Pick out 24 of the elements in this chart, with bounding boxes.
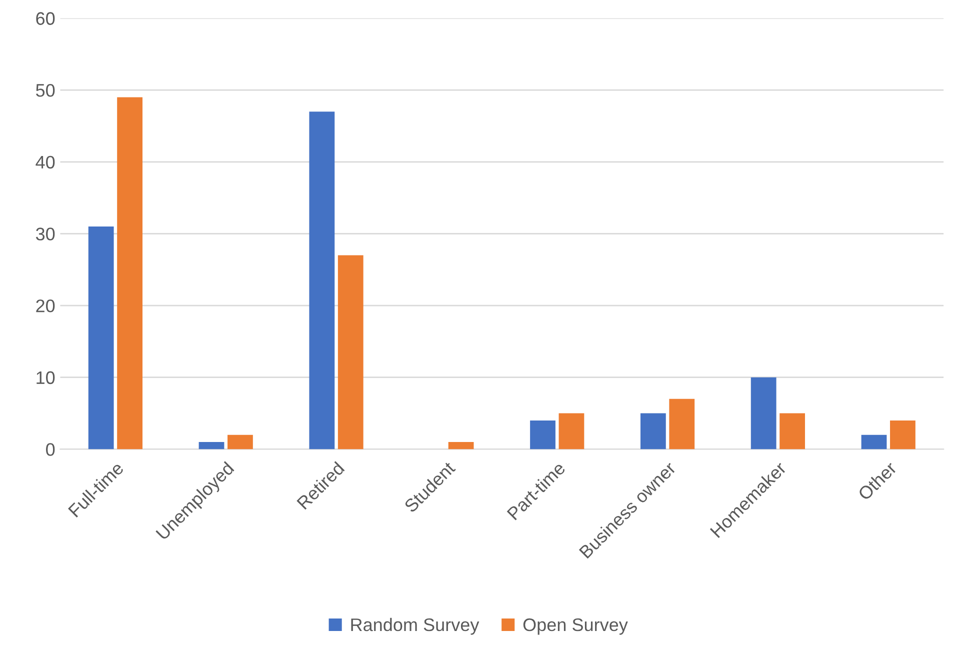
bar (558, 413, 584, 450)
bar (117, 97, 142, 450)
y-tick-label: 0 (46, 443, 55, 456)
bar (88, 226, 114, 450)
y-tick-label: 30 (36, 228, 55, 240)
y-tick-label: 10 (36, 371, 55, 384)
bar (309, 112, 335, 450)
bar (861, 434, 887, 450)
legend-label: Open Survey (523, 618, 628, 635)
bar (640, 413, 666, 450)
bar (338, 255, 364, 450)
bar (750, 377, 776, 450)
bar (780, 413, 805, 450)
legend-label: Random Survey (351, 618, 480, 635)
bar (198, 442, 224, 450)
y-tick-label: 50 (36, 84, 55, 97)
y-tick-label: 60 (36, 12, 55, 25)
bar (530, 420, 556, 450)
bar (890, 420, 916, 450)
bar (228, 434, 253, 450)
bar (669, 398, 695, 450)
y-tick-label: 40 (36, 156, 55, 169)
bar (448, 442, 474, 450)
y-tick-label: 20 (36, 299, 55, 312)
